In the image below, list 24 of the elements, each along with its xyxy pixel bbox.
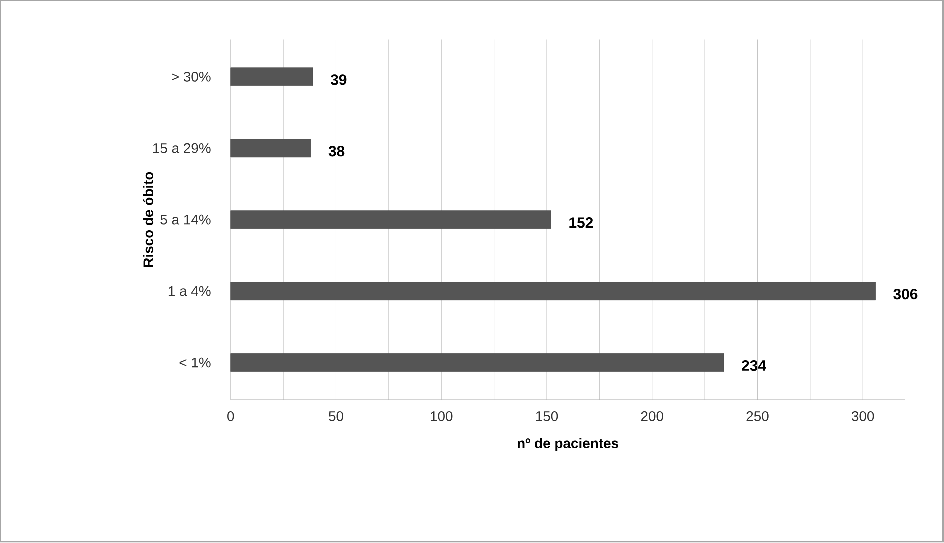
x-tick-label: 300 (852, 412, 874, 422)
y-tick-label: 15 a 29% (153, 144, 211, 154)
x-tick-label: 50 (329, 412, 344, 422)
data-label: 38 (328, 146, 345, 157)
bar (230, 68, 314, 86)
x-tick-label: 0 (228, 412, 234, 422)
data-label: 39 (330, 74, 347, 86)
x-tick-label: 100 (431, 412, 453, 422)
bar (230, 139, 312, 158)
bar (230, 354, 724, 372)
data-label: 152 (570, 218, 594, 228)
y-axis-title: Risco de óbito (143, 172, 154, 268)
y-tick-label: > 30% (172, 72, 211, 82)
data-label: 234 (742, 360, 766, 372)
x-tick-label: 200 (641, 412, 664, 422)
x-tick-label: 250 (746, 412, 769, 422)
y-tick-label: < 1% (180, 358, 211, 368)
y-tick-label: 1 a 4% (168, 286, 211, 296)
bar (230, 210, 552, 230)
y-tick-label: 5 a 14% (160, 215, 211, 225)
x-tick-label: 150 (536, 412, 558, 422)
x-axis-title: nº de pacientes (518, 438, 618, 452)
data-label: 306 (894, 289, 918, 300)
bar (230, 282, 876, 301)
